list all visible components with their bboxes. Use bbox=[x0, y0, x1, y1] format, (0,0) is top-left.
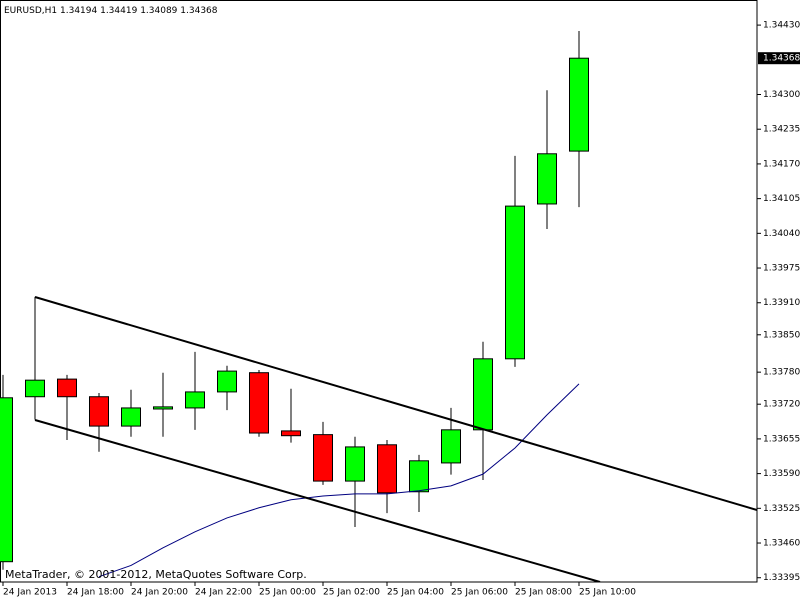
x-tick-label: 24 Jan 20:00 bbox=[131, 588, 188, 598]
candle-body bbox=[313, 434, 333, 482]
x-tick-label: 25 Jan 04:00 bbox=[387, 588, 444, 598]
marks bbox=[0, 30, 589, 578]
y-tick-label: 1.33720 bbox=[763, 400, 800, 410]
symbol: EURUSD,H1 bbox=[4, 6, 57, 16]
y-tick-label: 1.34105 bbox=[763, 194, 800, 204]
channel-upper bbox=[34, 296, 757, 511]
plot bbox=[0, 30, 757, 582]
y-tick-label: 1.33590 bbox=[763, 469, 800, 479]
candle-body bbox=[57, 378, 77, 398]
y-tick-label: 1.33460 bbox=[763, 539, 800, 549]
watermark: MetaTrader, © 2001-2012, MetaQuotes Soft… bbox=[5, 568, 307, 581]
candle-body bbox=[569, 57, 589, 152]
price-tag-label: 1.34368 bbox=[763, 54, 800, 64]
candle-body bbox=[185, 391, 205, 409]
header-open: 1.34194 bbox=[60, 6, 97, 16]
candle-body bbox=[505, 205, 525, 360]
candle-body bbox=[281, 430, 301, 437]
header-high: 1.34419 bbox=[100, 6, 137, 16]
candle-body bbox=[249, 372, 269, 434]
plot-frame bbox=[0, 0, 758, 583]
y-tick-label: 1.34040 bbox=[763, 229, 800, 239]
y-tick-label: 1.34170 bbox=[763, 159, 800, 169]
y-tick-label: 1.33655 bbox=[763, 434, 800, 444]
candle-body bbox=[377, 444, 397, 494]
y-tick-label: 1.33780 bbox=[763, 368, 800, 378]
x-tick-label: 25 Jan 02:00 bbox=[323, 588, 380, 598]
x-tick-label: 25 Jan 06:00 bbox=[451, 588, 508, 598]
candle-body bbox=[89, 396, 109, 427]
price-tag bbox=[758, 52, 800, 65]
candle-body bbox=[0, 397, 13, 563]
y-tick-label: 1.33910 bbox=[763, 298, 800, 308]
y-tick-label: 1.34430 bbox=[763, 21, 800, 31]
x-tick-label: 25 Jan 00:00 bbox=[259, 588, 316, 598]
x-tick-label: 25 Jan 10:00 bbox=[579, 588, 636, 598]
candle-body bbox=[409, 460, 429, 493]
moving-average bbox=[98, 383, 580, 578]
x-tick-label: 24 Jan 2013 bbox=[3, 588, 57, 598]
candle-body bbox=[121, 407, 141, 427]
y-tick-label: 1.33395 bbox=[763, 573, 800, 583]
candle-body bbox=[153, 406, 173, 410]
channel-lower bbox=[34, 419, 601, 582]
x-tick-label: 24 Jan 22:00 bbox=[195, 588, 252, 598]
x-tick-label: 24 Jan 18:00 bbox=[67, 588, 124, 598]
y-tick-label: 1.33975 bbox=[763, 264, 800, 274]
y-tick-label: 1.33850 bbox=[763, 330, 800, 340]
candle-body bbox=[441, 429, 461, 464]
candle-body bbox=[25, 379, 45, 398]
candle-body bbox=[345, 446, 365, 482]
y-tick-label: 1.33525 bbox=[763, 504, 800, 514]
header: EURUSD,H1 1.34194 1.34419 1.34089 1.3436… bbox=[4, 6, 218, 16]
header-close: 1.34368 bbox=[180, 6, 217, 16]
header-low: 1.34089 bbox=[140, 6, 177, 16]
candle-body bbox=[473, 358, 493, 431]
x-tick-label: 25 Jan 08:00 bbox=[515, 588, 572, 598]
candle-body bbox=[537, 153, 557, 205]
y-tick-label: 1.34300 bbox=[763, 90, 800, 100]
candle-body bbox=[217, 370, 237, 393]
y-tick-label: 1.34235 bbox=[763, 125, 800, 135]
